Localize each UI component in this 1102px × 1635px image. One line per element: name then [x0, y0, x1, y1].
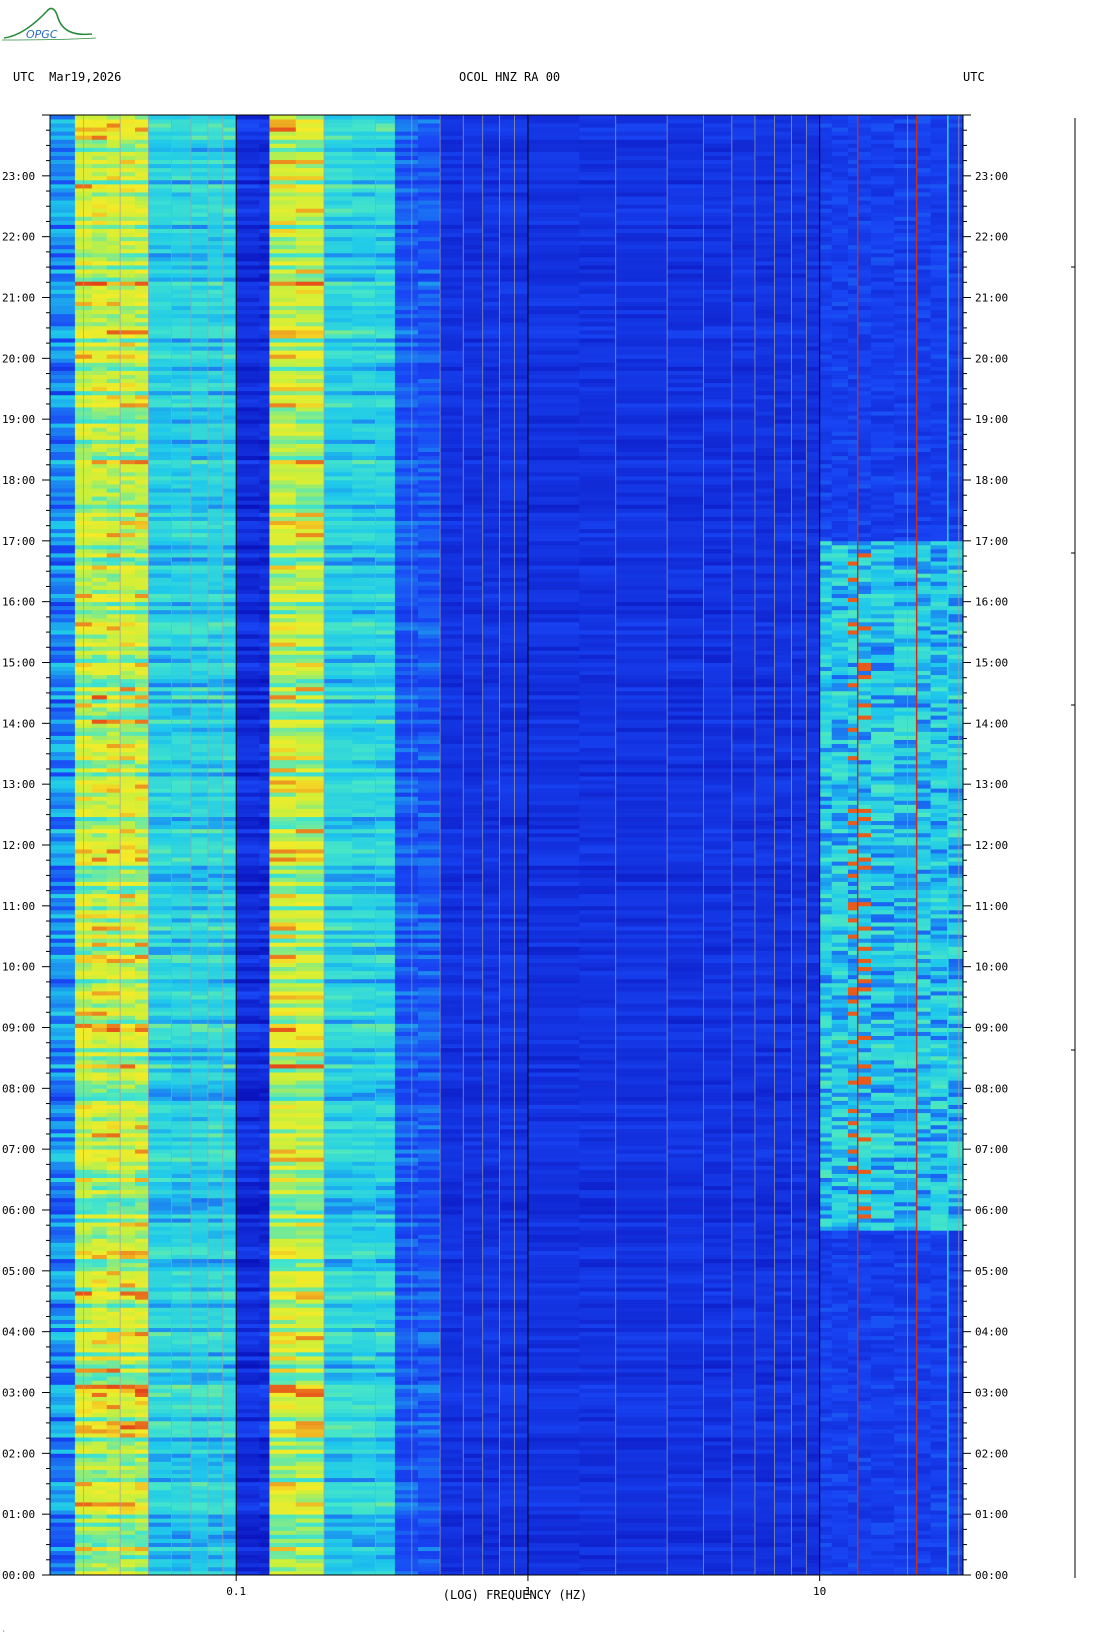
y-tick-label-left: 22:00	[2, 231, 35, 244]
spectrogram-heatmap	[50, 115, 964, 1575]
y-tick-label-right: 22:00	[975, 231, 1008, 244]
y-tick-label-left: 01:00	[2, 1508, 35, 1521]
y-tick-label-left: 16:00	[2, 596, 35, 609]
y-tick-label-left: 10:00	[2, 961, 35, 974]
y-tick-label-right: 01:00	[975, 1508, 1008, 1521]
y-tick-label-left: 07:00	[2, 1143, 35, 1156]
y-tick-label-right: 12:00	[975, 839, 1008, 852]
y-tick-label-right: 03:00	[975, 1387, 1008, 1400]
y-tick-label-left: 18:00	[2, 474, 35, 487]
y-tick-label-left: 03:00	[2, 1387, 35, 1400]
x-axis-label: (LOG) FREQUENCY (HZ)	[400, 1588, 630, 1602]
y-tick-label-right: 00:00	[975, 1569, 1008, 1582]
y-tick-label-right: 05:00	[975, 1265, 1008, 1278]
y-tick-label-left: 04:00	[2, 1326, 35, 1339]
y-tick-label-right: 19:00	[975, 413, 1008, 426]
y-tick-label-left: 06:00	[2, 1204, 35, 1217]
x-tick-label: 0.1	[226, 1585, 246, 1598]
y-tick-label-right: 23:00	[975, 170, 1008, 183]
y-tick-label-left: 19:00	[2, 413, 35, 426]
y-tick-label-left: 15:00	[2, 657, 35, 670]
y-tick-label-left: 00:00	[2, 1569, 35, 1582]
y-tick-label-left: 05:00	[2, 1265, 35, 1278]
y-tick-label-left: 20:00	[2, 352, 35, 365]
y-tick-label-right: 13:00	[975, 778, 1008, 791]
y-tick-label-right: 08:00	[975, 1082, 1008, 1095]
y-tick-label-right: 06:00	[975, 1204, 1008, 1217]
y-tick-label-right: 09:00	[975, 1022, 1008, 1035]
y-tick-label-left: 11:00	[2, 900, 35, 913]
y-tick-label-left: 14:00	[2, 717, 35, 730]
y-tick-label-right: 18:00	[975, 474, 1008, 487]
y-tick-label-left: 23:00	[2, 170, 35, 183]
y-tick-label-right: 17:00	[975, 535, 1008, 548]
y-tick-label-right: 10:00	[975, 961, 1008, 974]
y-tick-label-left: 08:00	[2, 1082, 35, 1095]
y-tick-label-right: 07:00	[975, 1143, 1008, 1156]
y-tick-label-left: 02:00	[2, 1447, 35, 1460]
y-tick-label-left: 09:00	[2, 1022, 35, 1035]
y-tick-label-right: 02:00	[975, 1447, 1008, 1460]
y-tick-label-right: 14:00	[975, 717, 1008, 730]
y-tick-label-left: 13:00	[2, 778, 35, 791]
y-tick-label-right: 21:00	[975, 292, 1008, 305]
y-tick-label-left: 21:00	[2, 292, 35, 305]
y-tick-label-left: 17:00	[2, 535, 35, 548]
y-tick-label-left: 12:00	[2, 839, 35, 852]
x-tick-label: 10	[813, 1585, 826, 1598]
y-tick-label-right: 11:00	[975, 900, 1008, 913]
y-tick-label-right: 20:00	[975, 352, 1008, 365]
y-tick-label-right: 16:00	[975, 596, 1008, 609]
y-tick-label-right: 15:00	[975, 657, 1008, 670]
y-tick-label-right: 04:00	[975, 1326, 1008, 1339]
